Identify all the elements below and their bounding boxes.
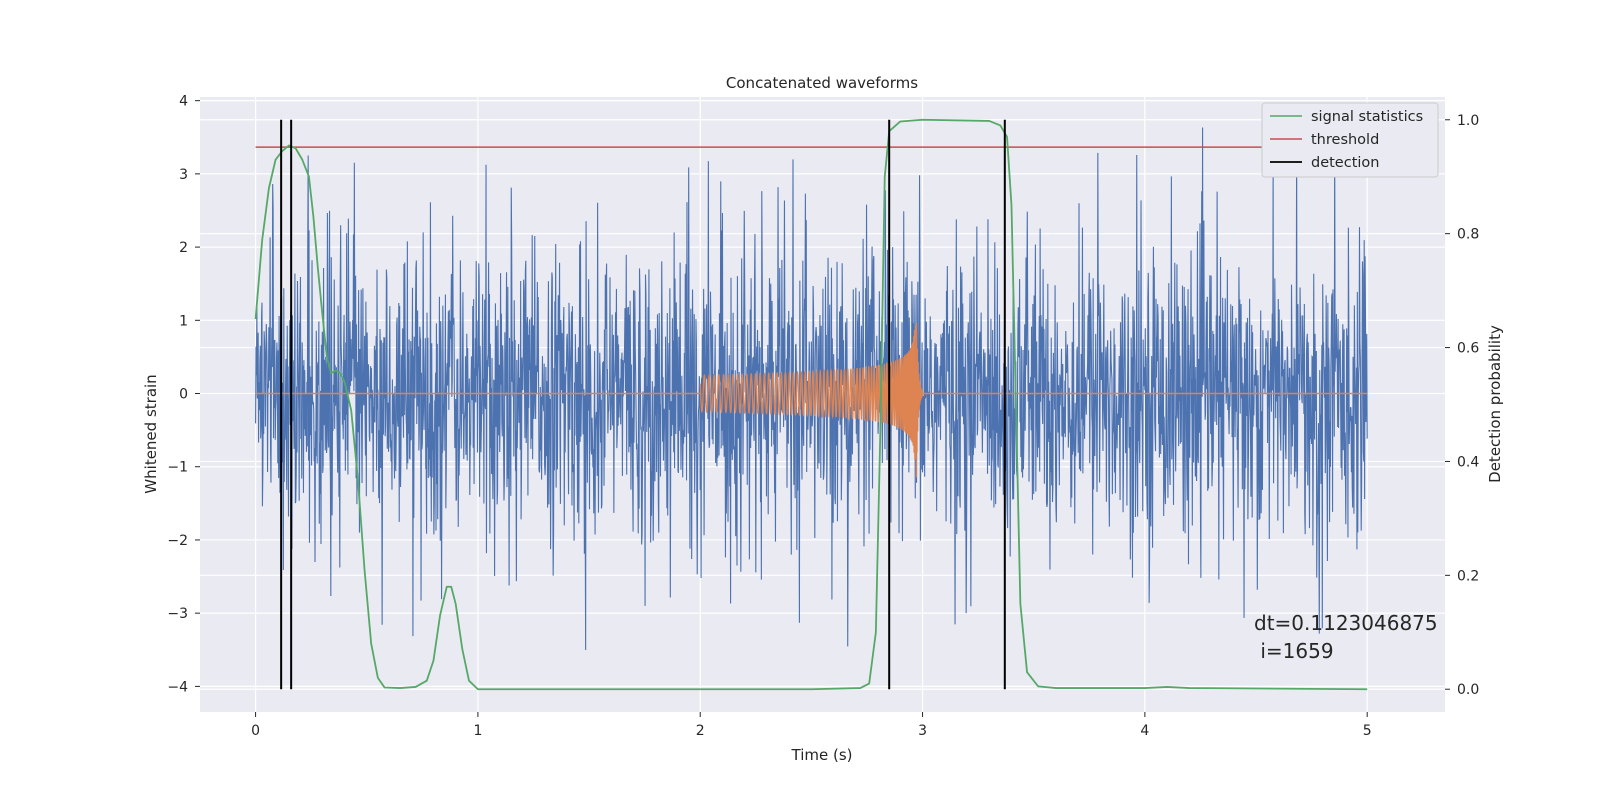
legend-label-threshold: threshold (1311, 132, 1379, 148)
y-tick-label-left-2: −2 (167, 533, 188, 549)
series-layer (254, 118, 1368, 691)
y-tick-label-left-5: 1 (179, 313, 188, 329)
y-axis-label-right: Detection probability (1486, 325, 1504, 483)
ticks: 0 1 2 3 4 5 −4 −3 −2 −1 0 1 2 3 4 0.0 0.2 0.4 0.6 0.8 1.0 (167, 94, 1479, 739)
x-tick-label-1: 1 (473, 723, 482, 739)
y-tick-label-right-0: 0.0 (1457, 682, 1479, 698)
x-tick-label-0: 0 (251, 723, 260, 739)
y-tick-label-left-0: −4 (167, 679, 188, 695)
y-tick-label-right-1: 0.2 (1457, 568, 1479, 584)
legend-label-detection: detection (1311, 155, 1379, 171)
annotation-dt: dt=0.1123046875 (1254, 611, 1438, 635)
y-axis-label-left: Whitened strain (142, 374, 160, 493)
x-tick-label-2: 2 (696, 723, 705, 739)
y-tick-label-left-8: 4 (179, 94, 188, 110)
legend-label-signal-statistics: signal statistics (1311, 109, 1423, 125)
y-tick-label-right-4: 0.8 (1457, 227, 1479, 243)
series-signal-statistics (254, 118, 1368, 691)
y-tick-label-left-3: −1 (167, 460, 188, 476)
y-tick-label-right-5: 1.0 (1457, 113, 1479, 129)
y-tick-label-left-6: 2 (179, 240, 188, 256)
y-tick-label-right-2: 0.4 (1457, 454, 1479, 470)
x-tick-label-4: 4 (1140, 723, 1149, 739)
series-noise (255, 127, 1368, 651)
chart-title: Concatenated waveforms (726, 74, 918, 92)
x-tick-label-3: 3 (918, 723, 927, 739)
x-tick-label-5: 5 (1363, 723, 1372, 739)
y-tick-label-left-4: 0 (179, 387, 188, 403)
y-tick-label-right-3: 0.6 (1457, 341, 1479, 357)
y-tick-label-left-1: −3 (167, 606, 188, 622)
legend-box (1261, 102, 1439, 178)
series-chirp (699, 322, 924, 478)
y-tick-label-left-7: 3 (179, 167, 188, 183)
x-axis-label: Time (s) (791, 746, 853, 764)
annotation-i: i=1659 (1254, 639, 1334, 663)
legend: signal statistics threshold detection (1261, 102, 1439, 178)
